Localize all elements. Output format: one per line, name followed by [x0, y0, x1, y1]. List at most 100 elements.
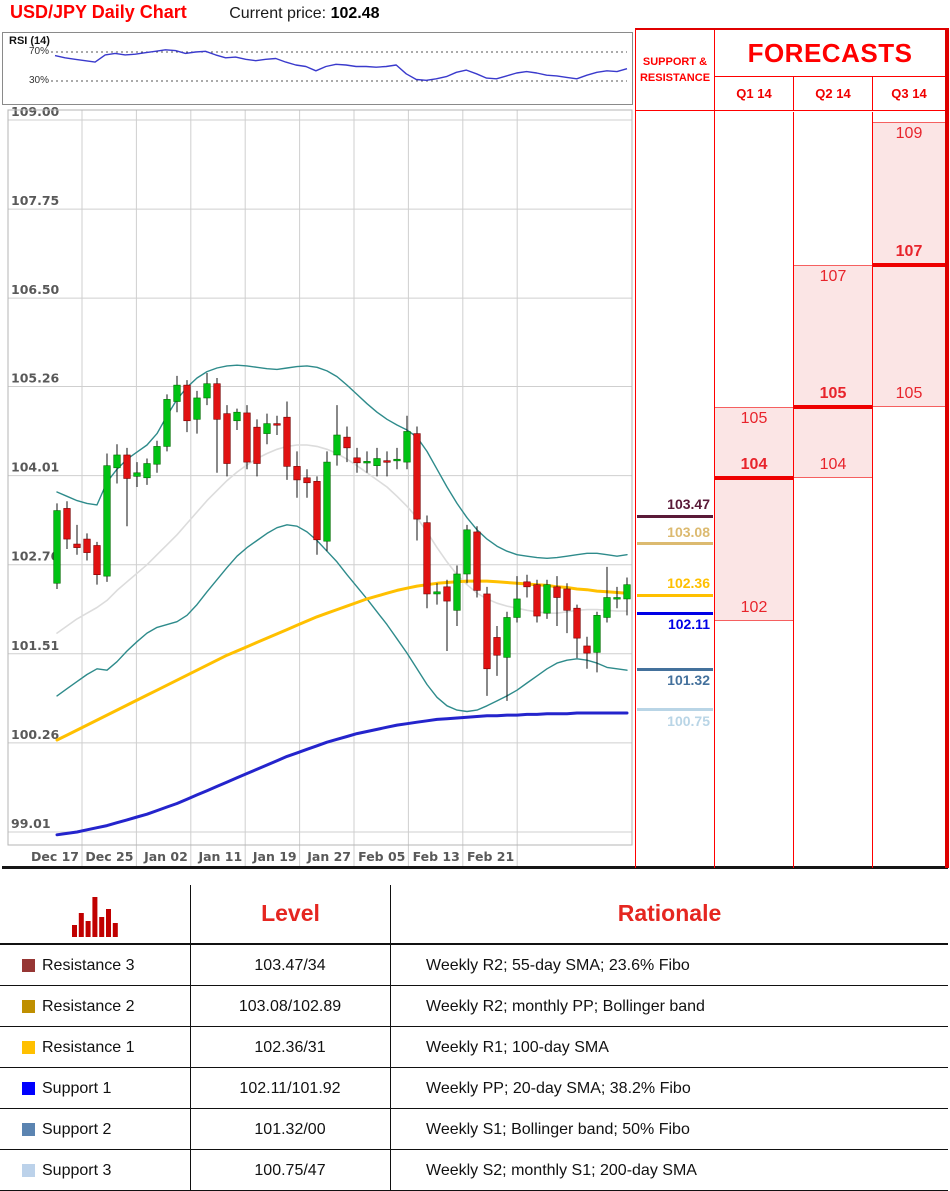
level-color-swatch [22, 959, 35, 972]
level-value: 103.47/34 [254, 957, 326, 974]
rsi-30-label: 30% [28, 75, 49, 86]
level-color-swatch [22, 1123, 35, 1136]
candlestick [593, 611, 601, 673]
candlestick [443, 579, 451, 651]
level-value: 100.75/47 [254, 1162, 326, 1179]
sr-level-line [637, 542, 713, 546]
forecast-q2-column: 107 105 104 [793, 112, 872, 868]
forecast-point-line [715, 476, 793, 481]
forecast-panel: SUPPORT & RESISTANCE 103.47 103.08 102.36 1… [635, 28, 949, 868]
candlestick [333, 405, 341, 466]
y-axis-label: 106.50 [11, 282, 60, 297]
candlestick [603, 566, 611, 623]
y-axis-label: 101.51 [11, 638, 59, 653]
candlestick [523, 574, 531, 598]
forecast-range-box [715, 407, 793, 621]
candlestick [313, 476, 321, 555]
forecast-value: 105 [819, 385, 847, 403]
x-axis-label: Feb 21 [467, 849, 514, 864]
candlestick [223, 405, 231, 477]
table-row: Resistance 2 103.08/102.89 Weekly R2; mont… [0, 986, 948, 1027]
report-header: USD/JPY Daily Chart Current price: 102.4… [10, 2, 380, 28]
candlestick [193, 390, 201, 434]
level-rationale: Weekly S2; monthly S1; 200-day SMA [426, 1162, 697, 1179]
y-axis-label: 102.76 [11, 549, 60, 564]
sr-level-value: 102.11 [667, 616, 710, 633]
forecast-range-low: 102 [740, 598, 768, 616]
candlestick [403, 415, 411, 470]
support-resistance-header: SUPPORT & RESISTANCE [636, 30, 714, 111]
current-price-label: Current price: [229, 5, 327, 22]
table-row: Support 3 100.75/47 Weekly S2; monthly S1;… [0, 1150, 948, 1191]
table-row: Support 2 101.32/00 Weekly S1; Bollinger b… [0, 1109, 948, 1150]
forecast-value: 104 [740, 456, 768, 474]
forecasts-title: FORECASTS [715, 30, 945, 77]
candlestick [513, 576, 521, 623]
rsi-panel: RSI (14) 70% 30% [2, 32, 633, 105]
y-axis-label: 100.26 [11, 727, 60, 742]
forecast-range-low: 105 [895, 385, 923, 403]
candlestick [143, 458, 151, 485]
candlestick [393, 447, 401, 470]
forecast-q1-header: Q1 14 [715, 77, 793, 111]
candlestick [153, 440, 161, 473]
x-axis-label: Dec 25 [85, 849, 133, 864]
levels-table-header: Level Rationale [0, 885, 948, 945]
forecast-q3-header: Q3 14 [872, 77, 945, 111]
table-row: Resistance 3 103.47/34 Weekly R2; 55-day S… [0, 945, 948, 986]
sr-level-line [637, 514, 713, 518]
candlestick [373, 447, 381, 477]
candlestick [573, 604, 581, 659]
candlestick [453, 565, 461, 627]
forecast-value: 107 [895, 242, 923, 260]
candlestick [103, 453, 111, 582]
sr-level-value: 100.75 [667, 712, 710, 729]
table-row: Resistance 1 102.36/31 Weekly R1; 100-day … [0, 1027, 948, 1068]
forecast-range-high: 105 [740, 410, 768, 428]
candlestick [623, 577, 631, 616]
x-axis-label: Feb 05 [358, 849, 405, 864]
candlestick [213, 377, 221, 473]
bar-chart-icon [72, 897, 118, 937]
forecast-q2-header: Q2 14 [793, 77, 872, 111]
candlestick [53, 503, 61, 589]
table-row: Support 1 102.11/101.92 Weekly PP; 20-day … [0, 1068, 948, 1109]
sr-level-value: 101.32 [667, 672, 710, 689]
y-axis-label: 107.75 [11, 193, 59, 208]
level-rationale: Weekly S1; Bollinger band; 50% Fibo [426, 1121, 690, 1138]
candlestick [323, 451, 331, 552]
candlestick [563, 583, 571, 634]
level-value: 101.32/00 [254, 1121, 326, 1138]
candlestick [423, 515, 431, 609]
level-name: Resistance 1 [42, 1039, 135, 1056]
level-color-swatch [22, 1082, 35, 1095]
level-value: 102.36/31 [254, 1039, 326, 1056]
level-column-header: Level [261, 900, 320, 926]
sr-level-value: 102.36 [667, 575, 710, 592]
page-title: USD/JPY Daily Chart [10, 2, 187, 22]
sr-level-value: 103.08 [667, 523, 710, 540]
candlestick [553, 576, 561, 627]
candlestick [343, 426, 351, 463]
candlestick [283, 401, 291, 480]
candlestick [533, 579, 541, 623]
candlestick [473, 526, 481, 598]
candlestick [183, 380, 191, 433]
candlestick [233, 408, 241, 431]
level-rationale: Weekly R1; 100-day SMA [426, 1039, 609, 1056]
y-axis-label: 104.01 [11, 460, 59, 475]
candlestick [413, 426, 421, 541]
level-value: 102.11/101.92 [239, 1080, 341, 1097]
table-icon-cell [0, 885, 190, 943]
forecast-q3-column: 109 107 105 [872, 112, 945, 868]
candlestick [243, 405, 251, 470]
sr-level-value: 103.47 [667, 496, 710, 513]
candlestick [493, 626, 501, 676]
level-rationale: Weekly R2; 55-day SMA; 23.6% Fibo [426, 957, 690, 974]
candlestick [203, 373, 211, 406]
candlestick [83, 533, 91, 561]
y-axis-label: 109.00 [11, 104, 60, 119]
candlestick [63, 501, 71, 550]
x-axis-label: Dec 17 [31, 849, 79, 864]
level-value: 103.08/102.89 [238, 998, 342, 1015]
